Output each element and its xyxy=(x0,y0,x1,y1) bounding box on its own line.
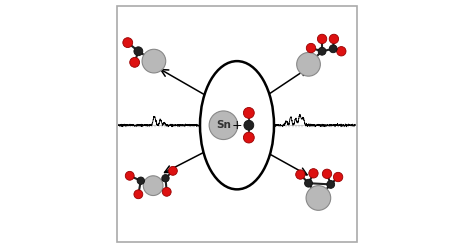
Circle shape xyxy=(329,45,337,53)
Circle shape xyxy=(306,43,316,53)
Ellipse shape xyxy=(200,61,274,189)
Circle shape xyxy=(244,132,254,143)
Circle shape xyxy=(209,111,238,140)
Circle shape xyxy=(329,34,338,44)
Circle shape xyxy=(125,171,134,180)
Text: Sn: Sn xyxy=(216,120,231,130)
Circle shape xyxy=(318,47,326,55)
Circle shape xyxy=(143,176,163,195)
Circle shape xyxy=(168,166,177,175)
Circle shape xyxy=(244,120,254,130)
Circle shape xyxy=(162,175,169,182)
Circle shape xyxy=(134,190,143,199)
Circle shape xyxy=(309,169,318,178)
Circle shape xyxy=(137,177,145,185)
Circle shape xyxy=(296,170,305,179)
Circle shape xyxy=(244,107,254,118)
Circle shape xyxy=(322,169,332,179)
Circle shape xyxy=(306,186,331,210)
Circle shape xyxy=(333,172,343,182)
FancyBboxPatch shape xyxy=(118,6,356,242)
Text: +: + xyxy=(231,119,242,132)
Circle shape xyxy=(130,58,139,67)
Circle shape xyxy=(297,53,320,76)
Circle shape xyxy=(337,47,346,56)
Circle shape xyxy=(162,187,171,196)
Circle shape xyxy=(134,47,143,56)
Circle shape xyxy=(305,179,312,187)
Circle shape xyxy=(327,181,335,188)
Circle shape xyxy=(142,49,166,73)
Circle shape xyxy=(123,38,133,48)
Circle shape xyxy=(318,34,327,44)
